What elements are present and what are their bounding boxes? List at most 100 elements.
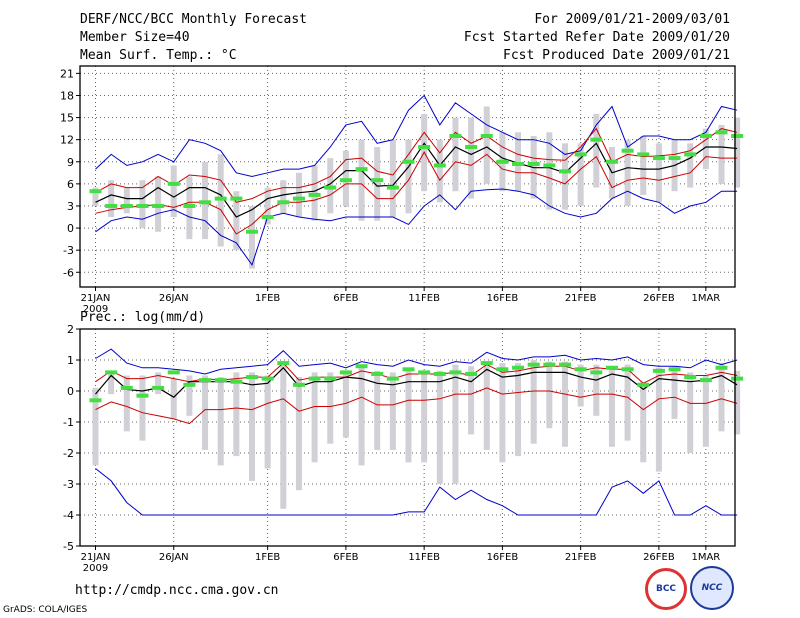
prec-clim-marker xyxy=(418,370,431,375)
prec-clim-marker xyxy=(214,378,227,383)
started-date: Fcst Started Refer Date 2009/01/20 xyxy=(463,30,730,45)
temp-range-box xyxy=(702,128,709,170)
temp-xtick-label: 11FEB xyxy=(408,293,440,304)
temp-range-box xyxy=(108,180,115,218)
prec-range-box xyxy=(186,375,193,416)
temp-clim-marker xyxy=(465,145,478,150)
prec-clim-marker xyxy=(105,370,118,375)
temp-clim-marker xyxy=(621,148,634,153)
prec-ytick-label: -4 xyxy=(63,509,74,522)
temp-range-box xyxy=(546,132,553,210)
temp-xtick-label: 21FEB xyxy=(565,293,597,304)
temp-xtick-label: 16FEB xyxy=(487,293,519,304)
prec-range-box xyxy=(155,372,162,395)
prec-clim-marker xyxy=(246,375,258,380)
temp-clim-marker xyxy=(246,229,258,234)
prec-clim-marker xyxy=(574,367,587,372)
prec-ytick-label: -5 xyxy=(63,540,74,553)
temp-clim-marker xyxy=(277,200,290,205)
prec-ytick-label: 2 xyxy=(67,323,74,336)
prec-xtick-label: 6FEB xyxy=(333,552,358,563)
prec-xtick-label: 16FEB xyxy=(487,552,519,563)
temp-range-box xyxy=(624,139,631,206)
prec-clim-marker xyxy=(199,378,212,383)
temp-range-box xyxy=(687,143,694,188)
prec-clim-marker xyxy=(715,365,728,370)
bcc-logo: BCC xyxy=(645,568,687,610)
prec-xtick-label: 21FEB xyxy=(565,552,597,563)
temp-clim-marker xyxy=(324,185,337,190)
prec-clim-marker xyxy=(371,371,384,376)
temp-range-box xyxy=(483,106,490,184)
prec-range-box xyxy=(217,377,224,466)
prec-clim-marker xyxy=(684,375,697,380)
prec-range-box xyxy=(295,377,302,491)
temp-xtick-label: 26FEB xyxy=(643,293,675,304)
temp-clim-marker xyxy=(480,133,493,138)
prec-range-box xyxy=(374,370,381,450)
temp-clim-marker xyxy=(668,156,681,161)
website-url[interactable]: http://cmdp.ncc.cma.gov.cn xyxy=(75,583,279,598)
temp-range-box xyxy=(249,205,255,269)
temp-range-box xyxy=(436,139,443,203)
temp-ytick-label: 21 xyxy=(60,67,74,80)
temp-clim-marker xyxy=(183,203,196,208)
prec-clim-marker xyxy=(652,368,665,373)
temp-clim-marker xyxy=(433,163,446,168)
prec-clim-marker xyxy=(543,362,556,367)
prec-clim-marker xyxy=(512,365,525,370)
chart-title: DERF/NCC/BCC Monthly Forecast xyxy=(80,12,307,27)
prec-range-box xyxy=(608,366,615,447)
temp-max-line xyxy=(95,188,738,266)
temp-range-box xyxy=(452,117,459,192)
prec-clim-marker xyxy=(308,376,321,381)
member-size: Member Size=40 xyxy=(80,30,190,45)
temp-range-box xyxy=(718,124,725,184)
prec-xtick-label: 26FEB xyxy=(643,552,675,563)
temp-range-box xyxy=(593,113,600,188)
prec-range-box xyxy=(389,372,396,450)
temp-year-label: 2009 xyxy=(83,304,108,315)
prec-clim-marker xyxy=(621,367,634,372)
temp-range-box xyxy=(515,132,522,192)
temp-clim-marker xyxy=(136,203,149,208)
prec-clim-marker xyxy=(590,370,603,375)
temp-range-box xyxy=(577,143,584,206)
temp-ytick-label: 18 xyxy=(60,89,74,102)
temp-clim-marker xyxy=(590,137,603,142)
prec-range-box xyxy=(577,364,584,407)
prec-range-box xyxy=(671,366,678,419)
prec-clim-marker xyxy=(559,362,571,367)
temp-clim-marker xyxy=(339,178,352,183)
temp-clim-marker xyxy=(292,196,305,201)
prec-clim-marker xyxy=(136,393,149,398)
temp-range-box xyxy=(468,117,475,199)
prec-range-box xyxy=(233,372,240,457)
temp-clim-marker xyxy=(715,130,728,135)
grads-credit: GrADS: COLA/IGES xyxy=(3,605,88,615)
prec-ytick-label: 0 xyxy=(67,385,74,398)
temp-clim-marker xyxy=(731,133,744,138)
temp-clim-marker xyxy=(496,159,509,164)
prec-clim-marker xyxy=(355,364,368,369)
prec-range-box xyxy=(405,367,412,463)
temp-clim-marker xyxy=(152,203,165,208)
prec-ytick-label: 1 xyxy=(67,354,74,367)
prec-max-line xyxy=(95,348,738,375)
prec-lower-line xyxy=(95,387,738,425)
prec-clim-marker xyxy=(480,361,493,366)
prec-clim-marker xyxy=(120,385,133,390)
prec-frame xyxy=(79,328,736,547)
temp-ytick-label: 0 xyxy=(67,222,74,235)
prec-range-box xyxy=(249,372,255,481)
temp-clim-marker xyxy=(684,152,697,157)
ncc-logo: NCC xyxy=(690,566,734,610)
temp-xtick-label: 1FEB xyxy=(255,293,280,304)
temp-clim-marker xyxy=(167,181,180,186)
temp-xtick-label: 1MAR xyxy=(691,293,720,304)
temp-range-box xyxy=(562,143,568,210)
temp-clim-marker xyxy=(371,178,384,183)
temp-range-box xyxy=(405,139,412,214)
prec-range-box xyxy=(530,360,537,444)
temp-clim-marker xyxy=(355,167,368,172)
